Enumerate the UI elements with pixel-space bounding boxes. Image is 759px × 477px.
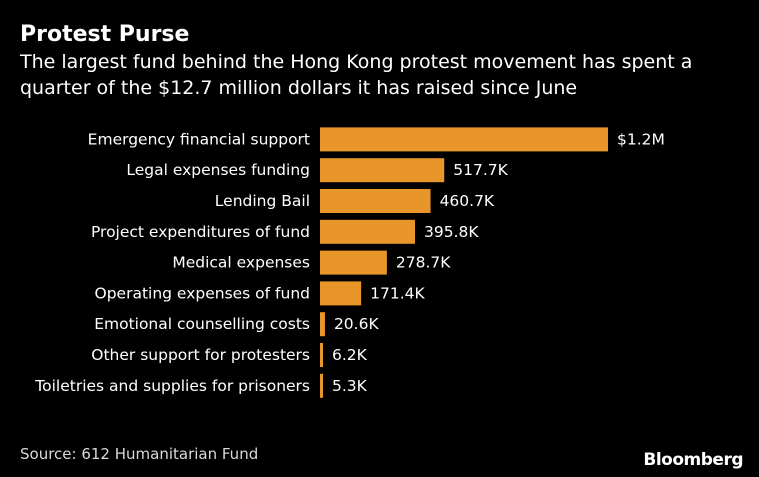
category-label: Operating expenses of fund	[95, 284, 310, 302]
bar	[320, 373, 323, 398]
value-label: $1.2M	[617, 130, 665, 148]
value-label: 517.7K	[453, 161, 508, 179]
value-label: 6.2K	[332, 346, 368, 364]
chart-title: Protest Purse	[20, 22, 190, 47]
value-label: 395.8K	[424, 223, 479, 241]
value-label: 171.4K	[370, 284, 425, 302]
bar	[320, 250, 387, 275]
value-label: 20.6K	[334, 315, 380, 333]
category-label: Legal expenses funding	[126, 161, 310, 179]
category-label: Emergency financial support	[88, 130, 310, 148]
bar	[320, 189, 431, 213]
bar	[320, 312, 325, 337]
source-note: Source: 612 Humanitarian Fund	[20, 445, 259, 463]
chart-subtitle: The largest fund behind the Hong Kong pr…	[20, 51, 693, 99]
value-label: 278.7K	[396, 254, 451, 272]
bar	[320, 158, 445, 183]
category-label: Toiletries and supplies for prisoners	[34, 377, 310, 395]
category-label: Emotional counselling costs	[94, 315, 310, 333]
value-label: 5.3K	[332, 377, 368, 395]
value-label: 460.7K	[440, 192, 495, 210]
category-label: Medical expenses	[172, 254, 310, 272]
bar	[320, 343, 323, 367]
category-label: Other support for protesters	[91, 346, 310, 364]
category-label: Project expenditures of fund	[91, 223, 310, 241]
category-label: Lending Bail	[215, 192, 310, 210]
bar	[320, 219, 415, 244]
bar	[320, 127, 608, 152]
bloomberg-logo: Bloomberg	[643, 450, 743, 470]
bar	[320, 281, 362, 306]
